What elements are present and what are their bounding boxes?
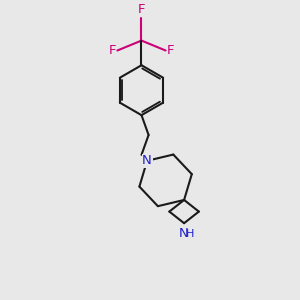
Text: F: F — [109, 44, 116, 57]
Text: F: F — [167, 44, 175, 57]
Text: N: N — [142, 154, 152, 167]
Text: F: F — [138, 4, 145, 16]
Text: H: H — [186, 230, 194, 239]
Text: N: N — [179, 226, 189, 240]
